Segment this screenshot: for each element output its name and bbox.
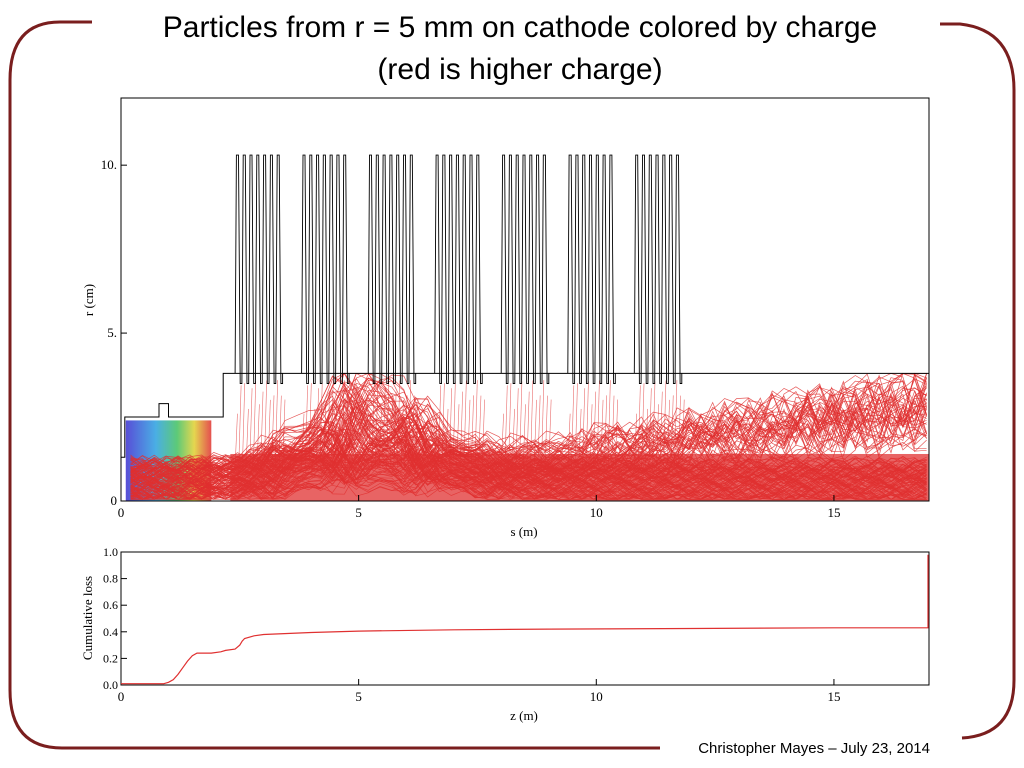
slide-footer: Christopher Mayes – July 23, 2014: [698, 740, 930, 757]
slide-title-line-1: Particles from r = 5 mm on cathode color…: [162, 11, 878, 44]
slide-title-line-2: (red is higher charge): [377, 53, 663, 86]
frame-border: [8, 20, 1016, 750]
